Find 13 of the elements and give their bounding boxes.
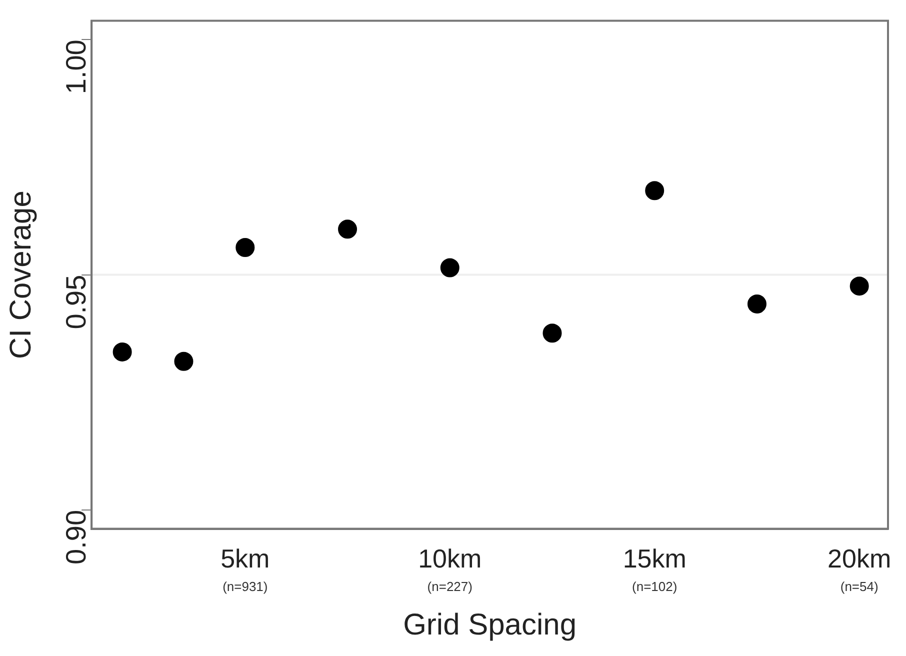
x-tick-label: 15km (622, 544, 686, 574)
y-tick-label: 0.90 (60, 510, 92, 564)
y-tick-label: 1.00 (60, 40, 92, 94)
text: (n=931) (222, 578, 268, 594)
y-axis-title: CI Coverage (4, 190, 38, 360)
text: (n=227) (427, 578, 472, 594)
text: (n=54) (840, 578, 878, 594)
text: (n=102) (632, 578, 678, 594)
x-tick-label: 5km (220, 544, 270, 574)
y-tick-label: 0.95 (60, 274, 92, 330)
x-axis-title: Grid Spacing (403, 608, 577, 642)
x-tick-label: 10km (418, 544, 482, 574)
x-tick-label: 20km (828, 544, 892, 574)
